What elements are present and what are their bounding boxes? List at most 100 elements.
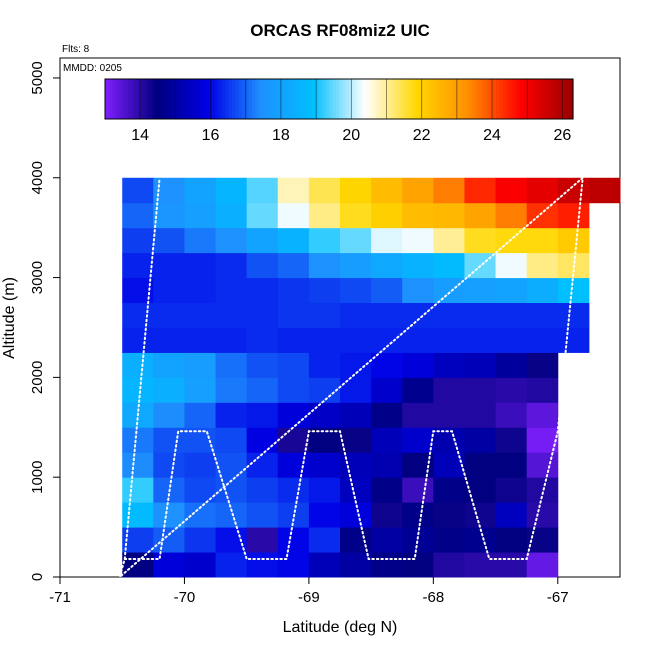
colorbar-segment [268, 79, 273, 119]
heatmap-cell [433, 352, 465, 378]
colorbar-segment [165, 79, 170, 119]
colorbar-segment [519, 79, 524, 119]
heatmap-cell [277, 177, 310, 204]
heatmap-cell [526, 277, 559, 304]
colorbar-segment [188, 79, 193, 119]
heatmap-cell [371, 502, 403, 528]
colorbar-tick-label: 18 [272, 127, 290, 144]
heatmap-cell [402, 327, 434, 353]
colorbar-segment [466, 79, 470, 119]
x-tick-label: -67 [547, 589, 569, 606]
heatmap-cell [526, 452, 559, 478]
heatmap-cell [122, 427, 154, 453]
colorbar-segment [218, 79, 223, 119]
heatmap-cell [308, 452, 341, 478]
heatmap-cell [495, 302, 528, 328]
heatmap-cell [464, 277, 497, 304]
colorbar-segment [342, 79, 347, 119]
heatmap-cell [464, 352, 497, 378]
colorbar-segment [556, 79, 561, 119]
colorbar-segment [131, 79, 136, 119]
heatmap-cell [402, 502, 434, 528]
heatmap-cell [246, 327, 279, 353]
colorbar-segment [275, 79, 280, 119]
heatmap-cell [277, 402, 310, 428]
heatmap-cell [526, 302, 559, 328]
colorbar-segment [452, 79, 457, 119]
heatmap-cell [153, 277, 185, 304]
heatmap-cell [246, 252, 279, 279]
heatmap-cell [277, 427, 310, 453]
heatmap-cell [464, 302, 497, 328]
heatmap-cell [402, 402, 434, 428]
colorbar-segment [382, 79, 387, 119]
heatmap-cell [526, 502, 559, 528]
colorbar-segment [215, 79, 220, 119]
heatmap-cell [277, 377, 310, 403]
heatmap-cell [246, 427, 279, 453]
heatmap-cell [308, 252, 341, 279]
colorbar-segment [295, 79, 300, 119]
x-tick-label: -71 [49, 589, 71, 606]
heatmap-cell [246, 302, 279, 328]
heatmap-cell [184, 277, 217, 304]
heatmap-cell [495, 177, 528, 204]
heatmap-cell [495, 202, 528, 229]
colorbar-segment [345, 79, 350, 119]
heatmap-cell [246, 527, 279, 553]
colorbar-segment [315, 79, 320, 119]
y-tick-label: 1000 [29, 461, 46, 494]
heatmap-cell [495, 252, 528, 279]
y-tick-label: 3000 [29, 261, 46, 294]
heatmap-cell [153, 502, 185, 528]
colorbar-segment [529, 79, 534, 119]
colorbar-segment [252, 79, 257, 119]
colorbar-segment [308, 79, 313, 119]
heatmap-cell [153, 552, 185, 578]
heatmap-cell [215, 177, 248, 204]
heatmap-cell [526, 202, 559, 229]
heatmap-cell [433, 477, 465, 503]
heatmap-cell [371, 327, 403, 353]
heatmap-cell [464, 502, 497, 528]
heatmap-cell [184, 502, 217, 528]
heatmap-cell [215, 352, 248, 378]
heatmap-cell [464, 452, 497, 478]
colorbar-segment [205, 79, 210, 119]
heatmap-cell [153, 302, 185, 328]
colorbar-segment [472, 79, 477, 119]
x-tick-label: -68 [422, 589, 444, 606]
heatmap-cell [402, 227, 434, 254]
heatmap-cell [402, 352, 434, 378]
heatmap-cell [371, 252, 403, 279]
colorbar-segment [232, 79, 236, 119]
colorbar-segment [118, 79, 123, 119]
colorbar-segment [255, 79, 260, 119]
colorbar-segment [242, 79, 246, 119]
colorbar-tick-label: 14 [131, 127, 149, 144]
heatmap-cell [340, 552, 372, 578]
heatmap-cell [215, 377, 248, 403]
colorbar-segment [238, 79, 243, 119]
colorbar-segment [292, 79, 297, 119]
heatmap-cell [308, 302, 341, 328]
heatmap-cell [246, 452, 279, 478]
heatmap-cell [215, 277, 248, 304]
colorbar-segment [532, 79, 537, 119]
colorbar-segment [302, 79, 307, 119]
heatmap-cell [122, 302, 154, 328]
heatmap-cell [433, 177, 465, 204]
colorbar-segment [395, 79, 400, 119]
heatmap-cell [122, 452, 154, 478]
x-tick-label: -69 [298, 589, 320, 606]
y-tick-label: 4000 [29, 161, 46, 194]
heatmap-cell [526, 477, 559, 503]
colorbar-segment [115, 79, 119, 119]
colorbar-segment [522, 79, 527, 119]
colorbar-tick-label: 22 [413, 127, 431, 144]
heatmap-cell [433, 302, 465, 328]
heatmap-cell [402, 302, 434, 328]
heatmap-cell [495, 352, 528, 378]
heatmap-cell [526, 402, 559, 428]
